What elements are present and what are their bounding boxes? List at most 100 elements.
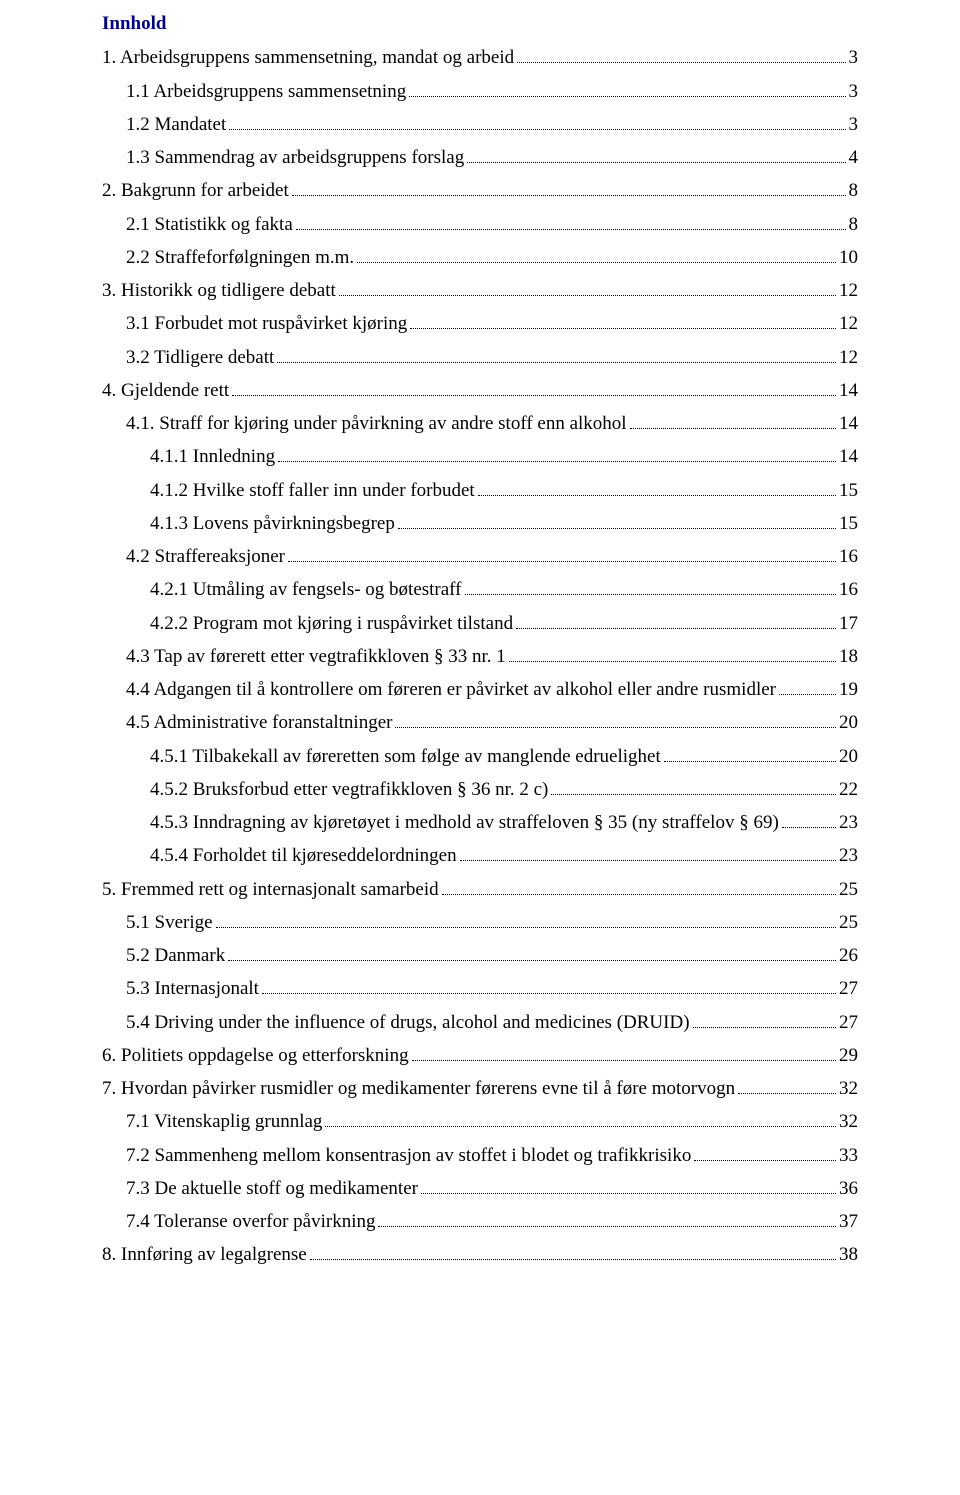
- toc-entry-label: 4.1.2 Hvilke stoff faller inn under forb…: [150, 481, 475, 500]
- toc-entry[interactable]: 4.5.3 Inndragning av kjøretøyet i medhol…: [102, 813, 858, 832]
- toc-entry[interactable]: 3. Historikk og tidligere debatt12: [102, 281, 858, 300]
- toc-entry-label: 3.1 Forbudet mot ruspåvirket kjøring: [126, 314, 407, 333]
- toc-leader-dots: [278, 447, 836, 462]
- toc-entry-page: 3: [849, 48, 859, 67]
- toc-entry[interactable]: 4.1. Straff for kjøring under påvirkning…: [102, 414, 858, 433]
- toc-leader-dots: [395, 713, 836, 728]
- toc-entry-label: 4.2.2 Program mot kjøring i ruspåvirket …: [150, 614, 513, 633]
- toc-entry-label: 1. Arbeidsgruppens sammensetning, mandat…: [102, 48, 514, 67]
- toc-entry-page: 3: [849, 115, 859, 134]
- toc-entry[interactable]: 7.4 Toleranse overfor påvirkning 37: [102, 1212, 858, 1231]
- toc-entry[interactable]: 1. Arbeidsgruppens sammensetning, mandat…: [102, 48, 858, 67]
- toc-leader-dots: [262, 979, 836, 994]
- toc-leader-dots: [442, 879, 836, 894]
- toc-entry[interactable]: 5.2 Danmark26: [102, 946, 858, 965]
- toc-entry-label: 2.1 Statistikk og fakta: [126, 215, 293, 234]
- toc-entry-label: 7.2 Sammenheng mellom konsentrasjon av s…: [126, 1146, 691, 1165]
- toc-leader-dots: [357, 248, 836, 263]
- toc-leader-dots: [664, 746, 836, 761]
- toc-entry[interactable]: 7. Hvordan påvirker rusmidler og medikam…: [102, 1079, 858, 1098]
- toc-entry-label: 5. Fremmed rett og internasjonalt samarb…: [102, 880, 439, 899]
- toc-entry[interactable]: 4.5.4 Forholdet til kjøreseddelordningen…: [102, 846, 858, 865]
- toc-entry-page: 38: [839, 1245, 858, 1264]
- toc-leader-dots: [310, 1245, 836, 1260]
- toc-entry-page: 12: [839, 348, 858, 367]
- toc-entry-page: 32: [839, 1112, 858, 1131]
- toc-entry[interactable]: 4.2.1 Utmåling av fengsels- og bøtestraf…: [102, 580, 858, 599]
- toc-leader-dots: [694, 1145, 836, 1160]
- toc-entry[interactable]: 5.4 Driving under the influence of drugs…: [102, 1012, 858, 1031]
- toc-leader-dots: [216, 913, 836, 928]
- toc-entry-label: 1.3 Sammendrag av arbeidsgruppens forsla…: [126, 148, 464, 167]
- toc-entry[interactable]: 4.4 Adgangen til å kontrollere om førere…: [102, 680, 858, 699]
- toc-entry-page: 14: [839, 447, 858, 466]
- toc-entry[interactable]: 1.1 Arbeidsgruppens sammensetning3: [102, 81, 858, 100]
- toc-entry-label: 1.2 Mandatet: [126, 115, 226, 134]
- toc-entry[interactable]: 4.5.1 Tilbakekall av føreretten som følg…: [102, 746, 858, 765]
- toc-entry-page: 22: [839, 780, 858, 799]
- toc-entry-page: 8: [849, 215, 859, 234]
- toc-entry-label: 4.3 Tap av førerett etter vegtrafikklove…: [126, 647, 506, 666]
- toc-entry[interactable]: 4.1.1 Innledning14: [102, 447, 858, 466]
- toc-entry-label: 4. Gjeldende rett: [102, 381, 229, 400]
- toc-entry-page: 20: [839, 713, 858, 732]
- toc-entry[interactable]: 7.1 Vitenskaplig grunnlag 32: [102, 1112, 858, 1131]
- toc-entry-label: 4.2.1 Utmåling av fengsels- og bøtestraf…: [150, 580, 462, 599]
- toc-entry-label: 5.4 Driving under the influence of drugs…: [126, 1013, 690, 1032]
- toc-entry[interactable]: 3.2 Tidligere debatt12: [102, 347, 858, 366]
- toc-entry[interactable]: 6. Politiets oppdagelse og etterforsknin…: [102, 1046, 858, 1065]
- toc-entry-page: 16: [839, 580, 858, 599]
- toc-leader-dots: [378, 1212, 836, 1227]
- toc-entry[interactable]: 4.1.2 Hvilke stoff faller inn under forb…: [102, 480, 858, 499]
- toc-entry-page: 8: [849, 181, 859, 200]
- toc-entry[interactable]: 2.2 Straffeforfølgningen m.m.10: [102, 248, 858, 267]
- toc-entry[interactable]: 2.1 Statistikk og fakta 8: [102, 214, 858, 233]
- toc-entry-label: 7.4 Toleranse overfor påvirkning: [126, 1212, 375, 1231]
- toc-entry-page: 12: [839, 281, 858, 300]
- toc-entry[interactable]: 4.3 Tap av førerett etter vegtrafikklove…: [102, 647, 858, 666]
- toc-entry[interactable]: 4.2 Straffereaksjoner16: [102, 547, 858, 566]
- toc-entry-label: 4.5.2 Bruksforbud etter vegtrafikkloven …: [150, 780, 548, 799]
- toc-entry-page: 37: [839, 1212, 858, 1231]
- toc-entry[interactable]: 4.5 Administrative foranstaltninger20: [102, 713, 858, 732]
- toc-entry-label: 4.1. Straff for kjøring under påvirkning…: [126, 414, 627, 433]
- toc-entry[interactable]: 1.3 Sammendrag av arbeidsgruppens forsla…: [102, 148, 858, 167]
- toc-entry[interactable]: 5.1 Sverige25: [102, 913, 858, 932]
- toc-leader-dots: [325, 1112, 836, 1127]
- toc-entry-page: 19: [839, 680, 858, 699]
- toc-entry[interactable]: 2. Bakgrunn for arbeidet8: [102, 181, 858, 200]
- toc-leader-dots: [277, 347, 836, 362]
- toc-entry-page: 32: [839, 1079, 858, 1098]
- toc-entry-page: 4: [849, 148, 859, 167]
- toc-leader-dots: [292, 181, 846, 196]
- toc-leader-dots: [412, 1046, 836, 1061]
- toc-leader-dots: [460, 846, 836, 861]
- toc-entry-label: 4.4 Adgangen til å kontrollere om førere…: [126, 680, 776, 699]
- toc-entry[interactable]: 4.2.2 Program mot kjøring i ruspåvirket …: [102, 613, 858, 632]
- toc-entry-page: 23: [839, 813, 858, 832]
- toc-entry-page: 14: [839, 414, 858, 433]
- toc-entry-label: 4.1.3 Lovens påvirkningsbegrep: [150, 514, 395, 533]
- toc-leader-dots: [779, 680, 836, 695]
- toc-entry-page: 14: [839, 381, 858, 400]
- toc-entry[interactable]: 4. Gjeldende rett 14: [102, 381, 858, 400]
- toc-entry[interactable]: 1.2 Mandatet 3: [102, 115, 858, 134]
- toc-entry-label: 7.1 Vitenskaplig grunnlag: [126, 1112, 322, 1131]
- toc-entry-page: 17: [839, 614, 858, 633]
- toc-leader-dots: [232, 381, 836, 396]
- toc-entry[interactable]: 5. Fremmed rett og internasjonalt samarb…: [102, 879, 858, 898]
- toc-entry[interactable]: 8. Innføring av legalgrense38: [102, 1245, 858, 1264]
- toc-entry[interactable]: 7.2 Sammenheng mellom konsentrasjon av s…: [102, 1145, 858, 1164]
- toc-leader-dots: [693, 1012, 836, 1027]
- toc-entry-page: 20: [839, 747, 858, 766]
- toc-entry[interactable]: 3.1 Forbudet mot ruspåvirket kjøring 12: [102, 314, 858, 333]
- toc-entry-label: 7.3 De aktuelle stoff og medikamenter: [126, 1179, 418, 1198]
- toc-entry[interactable]: 4.1.3 Lovens påvirkningsbegrep15: [102, 514, 858, 533]
- toc-entry-page: 12: [839, 314, 858, 333]
- toc-list: 1. Arbeidsgruppens sammensetning, mandat…: [102, 48, 858, 1264]
- toc-title: Innhold: [102, 14, 858, 33]
- toc-entry[interactable]: 4.5.2 Bruksforbud etter vegtrafikkloven …: [102, 780, 858, 799]
- toc-entry[interactable]: 5.3 Internasjonalt27: [102, 979, 858, 998]
- toc-entry[interactable]: 7.3 De aktuelle stoff og medikamenter36: [102, 1179, 858, 1198]
- toc-entry-page: 15: [839, 481, 858, 500]
